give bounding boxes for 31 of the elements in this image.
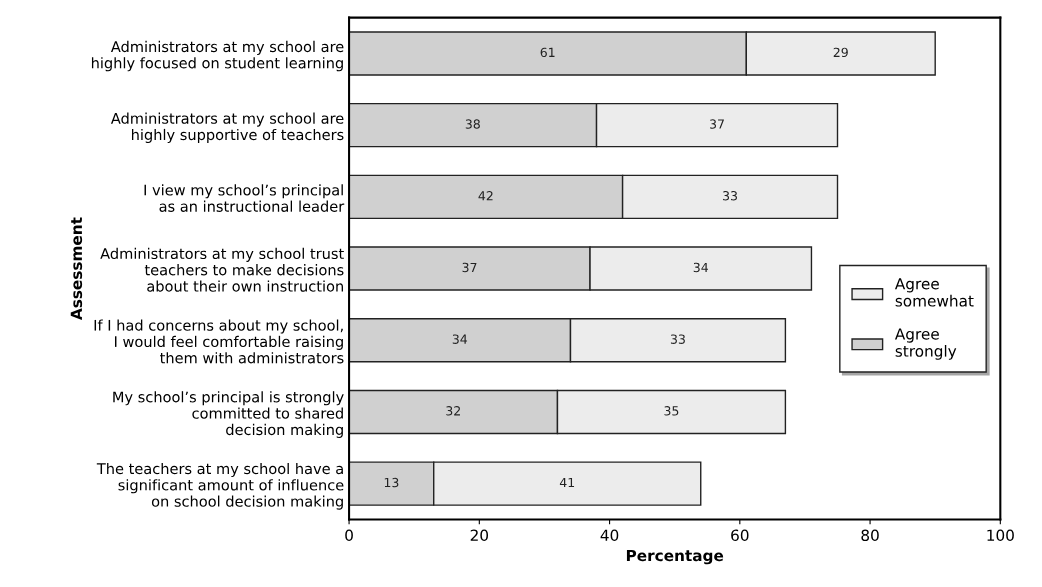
data-label: 13 xyxy=(384,477,399,488)
y-tick-label: I view my school’s principal as an instructional leader xyxy=(144,184,345,212)
data-label: 35 xyxy=(664,406,679,416)
data-label: 37 xyxy=(462,262,477,273)
y-tick-label: The teachers at my school have a significant amount of influence on school decision making xyxy=(96,462,344,510)
y-axis-title: Assessment xyxy=(70,217,83,320)
y-tick-label: If I had concerns about my school, I would feel comfortable raising them with administrators xyxy=(94,319,344,364)
data-label: 34 xyxy=(452,334,468,344)
x-axis-title: Percentage xyxy=(626,549,724,565)
data-label: 37 xyxy=(710,119,724,129)
y-tick-label: Administrators at my school are highly supportive of teachers xyxy=(110,112,344,143)
legend-label: Agree strongly xyxy=(894,328,957,360)
x-tick-label: 0 xyxy=(345,529,353,542)
data-label: 33 xyxy=(723,191,737,201)
y-tick-label: My school’s principal is strongly committed to shared decision making xyxy=(113,391,344,438)
data-label: 41 xyxy=(559,477,575,488)
data-label: 34 xyxy=(693,262,708,273)
x-tick-label: 60 xyxy=(731,529,749,542)
x-tick-label: 20 xyxy=(470,529,489,542)
data-label: 33 xyxy=(670,334,685,344)
data-label: 38 xyxy=(465,119,480,129)
data-label: 29 xyxy=(833,47,848,58)
x-tick-label: 100 xyxy=(987,529,1014,542)
data-label: 32 xyxy=(446,406,460,416)
x-tick-label: 40 xyxy=(600,529,619,542)
x-tick-label: 80 xyxy=(861,529,879,542)
legend-label: Agree somewhat xyxy=(894,278,974,307)
data-label: 61 xyxy=(540,47,555,58)
data-label: 42 xyxy=(478,191,493,201)
y-tick-label: Administrators at my school trust teachers to make decisions about their own instruction xyxy=(100,247,344,292)
y-tick-label: Administrators at my school are highly focused on student learning xyxy=(91,40,344,72)
